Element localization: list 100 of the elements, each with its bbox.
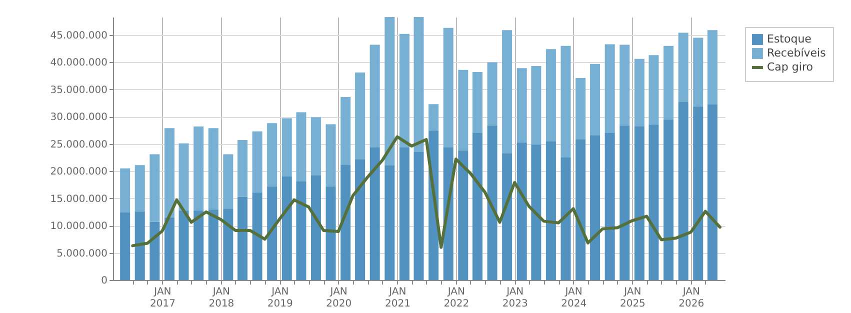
bar <box>252 131 262 192</box>
bar <box>150 154 160 222</box>
bar <box>458 70 468 150</box>
bar <box>120 168 130 212</box>
bar <box>370 44 380 148</box>
bar <box>634 126 644 280</box>
y-tick-label: 35.000.000 <box>50 84 108 96</box>
bar <box>414 152 424 280</box>
bar <box>194 126 204 210</box>
bar <box>384 17 395 166</box>
bar <box>487 125 498 280</box>
x-tick-label: JAN 2024 <box>561 286 587 310</box>
bar <box>267 186 278 280</box>
bar <box>178 143 189 210</box>
x-tick-label: JAN 2026 <box>678 286 704 310</box>
bar <box>678 32 688 102</box>
x-tick-label: JAN 2023 <box>502 286 528 310</box>
y-tick-label: 15.000.000 <box>50 194 108 205</box>
bar <box>282 118 292 177</box>
bar <box>693 106 704 280</box>
bar <box>208 128 218 210</box>
bar <box>384 165 395 280</box>
bar <box>414 17 424 152</box>
bar <box>267 123 278 186</box>
x-tick-label: JAN 2021 <box>384 286 410 310</box>
x-tick-label: JAN 2017 <box>150 286 176 310</box>
bar <box>576 140 586 280</box>
bar <box>340 97 351 165</box>
x-tick-label: JAN 2020 <box>326 286 352 310</box>
bar <box>355 72 366 160</box>
bar <box>487 62 498 126</box>
bar <box>326 124 336 186</box>
bar <box>707 104 718 280</box>
bar <box>178 210 189 280</box>
bar <box>150 222 160 280</box>
bar <box>648 55 659 124</box>
bar <box>664 46 674 120</box>
y-tick-label: 45.000.000 <box>50 30 108 42</box>
x-tick-label: JAN 2018 <box>208 286 234 310</box>
bar <box>428 104 439 130</box>
bar <box>560 157 571 280</box>
bar <box>208 209 218 280</box>
legend-label: Cap giro <box>767 60 814 74</box>
bar <box>604 44 615 133</box>
x-tick-label: JAN 2025 <box>620 286 646 310</box>
bar <box>531 144 542 280</box>
bar <box>194 210 204 280</box>
bar <box>516 142 527 280</box>
y-tick-label: 10.000.000 <box>50 221 108 232</box>
bar <box>223 208 234 280</box>
bar <box>634 58 644 126</box>
bar <box>296 112 306 182</box>
bar <box>648 124 659 280</box>
bar <box>707 30 718 104</box>
y-tick-label: 0 <box>101 276 108 286</box>
bar <box>399 34 410 148</box>
bar <box>164 217 174 280</box>
bar <box>310 175 321 280</box>
bar <box>560 46 571 158</box>
bar <box>237 196 248 280</box>
y-tick-label: 40.000.000 <box>50 58 108 69</box>
bar <box>502 153 512 280</box>
bar <box>502 30 512 154</box>
bar <box>120 212 130 280</box>
y-tick-label: 25.000.000 <box>50 139 108 150</box>
bar <box>531 66 542 144</box>
bar <box>472 72 482 133</box>
y-tick-label: 5.000.000 <box>56 248 108 260</box>
bar <box>355 159 366 280</box>
y-tick-label: 30.000.000 <box>50 112 108 124</box>
x-tick-label: JAN 2022 <box>444 286 470 310</box>
bar <box>370 147 380 280</box>
bar <box>546 49 556 142</box>
bar <box>134 165 145 212</box>
bar <box>546 141 556 280</box>
bar <box>458 150 468 280</box>
x-tick-label: JAN 2019 <box>267 286 293 310</box>
bar <box>620 44 630 126</box>
legend-label: Recebíveis <box>767 46 826 60</box>
bar <box>282 176 292 280</box>
bar <box>590 64 600 136</box>
bar <box>604 132 615 280</box>
bar <box>340 164 351 280</box>
bar <box>443 28 454 148</box>
bar <box>693 38 704 106</box>
bar <box>664 119 674 280</box>
bar <box>576 78 586 140</box>
bar <box>590 135 600 280</box>
bar <box>310 117 321 176</box>
bar <box>296 181 306 280</box>
bar <box>399 147 410 280</box>
bar <box>237 140 248 197</box>
y-tick-label: 20.000.000 <box>50 166 108 178</box>
bar <box>134 211 145 280</box>
bar <box>472 132 482 280</box>
bar <box>678 102 688 280</box>
bar <box>326 186 336 280</box>
bar <box>223 154 234 209</box>
legend-label: Estoque <box>767 32 812 46</box>
bar <box>164 128 174 218</box>
